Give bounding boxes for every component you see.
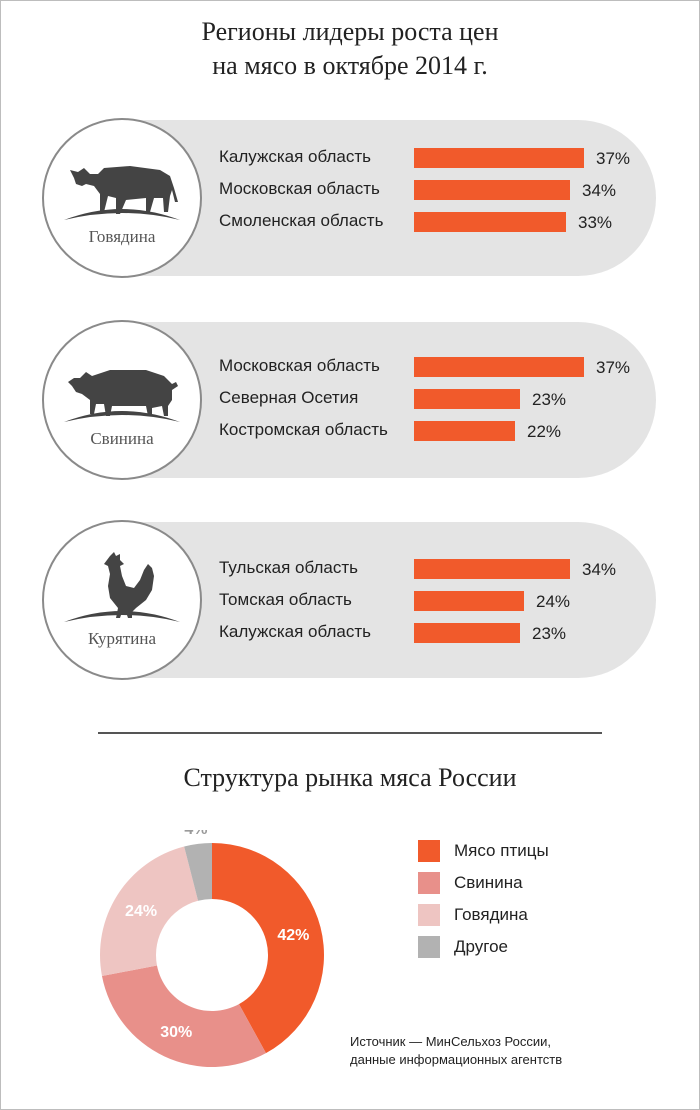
bar-value-label: 37% bbox=[596, 358, 631, 377]
bar bbox=[414, 421, 515, 441]
animal-label: Свинина bbox=[90, 429, 154, 448]
bar-value-label: 24% bbox=[536, 592, 571, 611]
bar bbox=[414, 180, 570, 200]
market-title: Структура рынка мяса России bbox=[183, 763, 517, 792]
legend-label: Другое bbox=[454, 937, 509, 956]
legend-swatch bbox=[418, 936, 440, 958]
panel-beef: Говядина Калужская область Московская об… bbox=[42, 118, 656, 278]
cow-icon bbox=[64, 166, 180, 220]
bar-value-label: 22% bbox=[527, 422, 562, 441]
donut-slice-label: 4% bbox=[184, 830, 207, 838]
bar bbox=[414, 357, 584, 377]
bar bbox=[414, 559, 570, 579]
bar-value-label: 34% bbox=[582, 181, 617, 200]
donut-slice-3 bbox=[99, 846, 199, 976]
legend-label: Свинина bbox=[454, 873, 523, 892]
animal-badge: Свинина bbox=[42, 320, 202, 480]
page-title-line1: Регионы лидеры роста цен bbox=[201, 17, 499, 46]
bar-value-label: 37% bbox=[596, 149, 631, 168]
section-divider bbox=[98, 732, 602, 734]
bar-value-label: 23% bbox=[532, 624, 567, 643]
donut-slice-2 bbox=[101, 965, 266, 1067]
bar bbox=[414, 591, 524, 611]
legend-swatch bbox=[418, 872, 440, 894]
panel-background bbox=[142, 322, 656, 478]
region-label: Калужская область bbox=[219, 147, 371, 166]
bar bbox=[414, 389, 520, 409]
donut-slice-label: 42% bbox=[277, 927, 309, 944]
animal-badge: Курятина bbox=[42, 520, 202, 680]
region-label: Костромская область bbox=[219, 420, 388, 439]
region-label: Смоленская область bbox=[219, 211, 384, 230]
market-donut-chart: 42% 30% 24% 4% bbox=[99, 830, 325, 1067]
region-label: Тульская область bbox=[219, 558, 358, 577]
page-title-line2: на мясо в октябре 2014 г. bbox=[212, 51, 488, 80]
source-line1: Источник — МинСельхоз России, bbox=[350, 1034, 552, 1049]
region-label: Московская область bbox=[219, 356, 380, 375]
source-note: Источник — МинСельхоз России, данные инф… bbox=[350, 1033, 562, 1069]
region-label: Томская область bbox=[219, 590, 352, 609]
panel-chicken: Курятина Тульская область Томская област… bbox=[42, 520, 656, 680]
donut-slice-1 bbox=[212, 843, 325, 1054]
region-label: Калужская область bbox=[219, 622, 371, 641]
donut-slice-4 bbox=[184, 843, 212, 901]
legend-swatch bbox=[418, 904, 440, 926]
donut-slice-label: 24% bbox=[125, 903, 157, 920]
panel-background bbox=[142, 522, 656, 678]
region-label: Северная Осетия bbox=[219, 388, 359, 407]
bar bbox=[414, 212, 566, 232]
legend-swatch bbox=[418, 840, 440, 862]
panel-background bbox=[142, 120, 656, 276]
bar-value-label: 23% bbox=[532, 390, 567, 409]
bar bbox=[414, 148, 584, 168]
donut-slice-label: 30% bbox=[160, 1024, 192, 1041]
rooster-icon bbox=[64, 552, 180, 622]
region-label: Московская область bbox=[219, 179, 380, 198]
legend-label: Говядина bbox=[454, 905, 528, 924]
pig-icon bbox=[64, 370, 180, 422]
legend-label: Мясо птицы bbox=[454, 841, 549, 860]
animal-badge: Говядина bbox=[42, 118, 202, 278]
bar bbox=[414, 623, 520, 643]
bar-value-label: 34% bbox=[582, 560, 617, 579]
bar-value-label: 33% bbox=[578, 213, 613, 232]
animal-label: Говядина bbox=[88, 227, 156, 246]
source-line2: данные информационных агентств bbox=[350, 1052, 563, 1067]
panel-pork: Свинина Московская область Северная Осет… bbox=[42, 320, 656, 480]
animal-label: Курятина bbox=[87, 629, 157, 648]
